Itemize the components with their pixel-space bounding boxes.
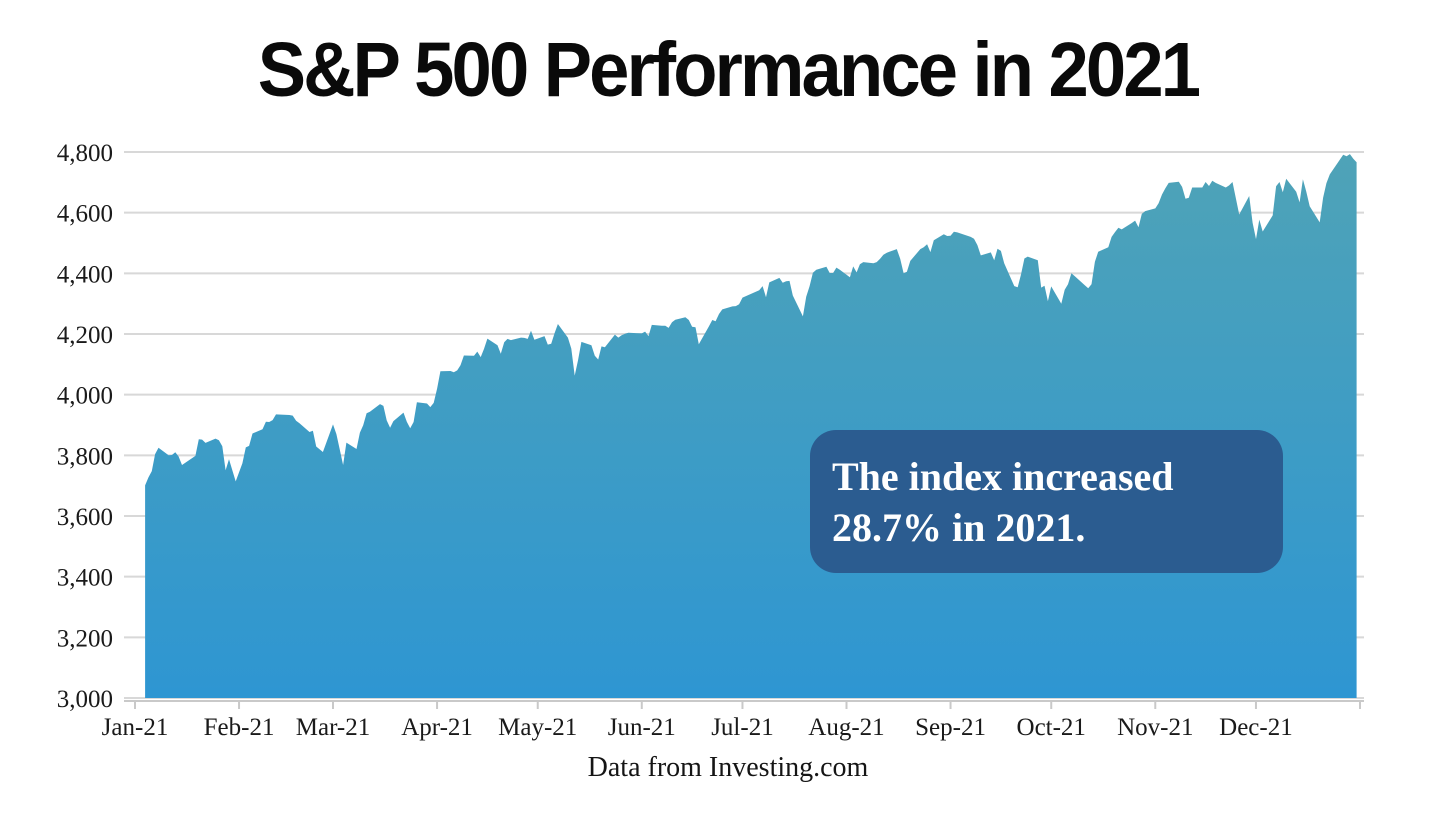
- annotation-line-1: The index increased: [832, 453, 1174, 499]
- data-source-caption: Data from Investing.com: [587, 752, 869, 783]
- y-tick-label: 3,000: [57, 686, 113, 713]
- x-tick-label: Jun-21: [608, 714, 676, 741]
- annotation-line-2: 28.7% in 2021.: [832, 504, 1086, 550]
- annotation-callout: The index increased 28.7% in 2021.: [810, 430, 1283, 573]
- y-tick-label: 4,000: [57, 383, 113, 410]
- x-tick-label: Aug-21: [808, 714, 884, 741]
- y-axis-labels: 3,000 3,200 3,400 3,600 3,800 4,000 4,200 4,400…: [57, 140, 113, 713]
- page-title: S&P 500 Performance in 2021: [257, 27, 1201, 113]
- x-tick-label: Dec-21: [1219, 714, 1293, 741]
- y-tick-label: 4,200: [57, 322, 113, 349]
- x-tick-label: Sep-21: [915, 714, 986, 741]
- y-tick-label: 3,200: [57, 625, 113, 652]
- x-tick-label: Jan-21: [102, 714, 169, 741]
- y-tick-label: 4,800: [57, 140, 113, 167]
- y-tick-label: 3,600: [57, 504, 113, 531]
- x-tick-label: May-21: [498, 714, 577, 741]
- area-series: [145, 154, 1357, 699]
- y-tick-label: 3,400: [57, 565, 113, 592]
- x-tick-label: Oct-21: [1017, 714, 1086, 741]
- x-axis-labels: Jan-21 Feb-21 Mar-21 Apr-21 May-21 Jun-21 Jul-…: [102, 714, 1293, 741]
- x-tick-label: Mar-21: [296, 714, 370, 741]
- x-axis: [124, 700, 1364, 709]
- sp500-area: [145, 154, 1357, 699]
- x-tick-label: Jul-21: [711, 714, 774, 741]
- x-tick-label: Apr-21: [401, 714, 473, 741]
- y-tick-label: 3,800: [57, 443, 113, 470]
- x-tick-label: Nov-21: [1117, 714, 1193, 741]
- x-tick-label: Feb-21: [204, 714, 275, 741]
- y-tick-label: 4,600: [57, 201, 113, 228]
- y-tick-label: 4,400: [57, 261, 113, 288]
